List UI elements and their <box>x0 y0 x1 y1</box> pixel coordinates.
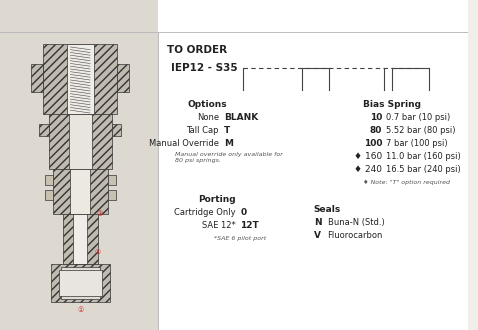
Bar <box>51 264 109 302</box>
Bar <box>59 270 102 296</box>
Text: TO ORDER: TO ORDER <box>167 45 227 55</box>
Text: SAE 12*: SAE 12* <box>202 221 236 230</box>
Bar <box>63 214 98 264</box>
Bar <box>118 64 129 92</box>
Text: Seals: Seals <box>314 205 341 214</box>
Bar <box>49 114 111 169</box>
Text: N: N <box>314 218 321 227</box>
Text: ♦ 240: ♦ 240 <box>354 165 382 174</box>
Text: T: T <box>224 126 230 135</box>
Text: Fluorocarbon: Fluorocarbon <box>327 231 383 240</box>
Text: Porting: Porting <box>198 195 236 204</box>
Text: 12T: 12T <box>240 221 259 230</box>
Text: V: V <box>314 231 321 240</box>
Text: Bias Spring: Bias Spring <box>363 100 421 109</box>
Bar <box>74 214 87 264</box>
Text: *SAE 6 pilot port: *SAE 6 pilot port <box>214 236 266 241</box>
Text: 5.52 bar (80 psi): 5.52 bar (80 psi) <box>386 126 456 135</box>
Text: 80: 80 <box>370 126 382 135</box>
Bar <box>32 64 43 92</box>
Text: ♦ Note: "T" option required: ♦ Note: "T" option required <box>363 180 450 185</box>
Text: 16.5 bar (240 psi): 16.5 bar (240 psi) <box>386 165 461 174</box>
Text: ♦ 160: ♦ 160 <box>354 152 382 161</box>
Text: ①: ① <box>77 307 83 313</box>
Bar <box>53 169 108 214</box>
Text: 0: 0 <box>240 208 247 217</box>
Text: Cartridge Only: Cartridge Only <box>174 208 236 217</box>
Text: Manual Override: Manual Override <box>149 139 219 148</box>
Text: ③: ③ <box>97 211 103 217</box>
Text: None: None <box>197 113 219 122</box>
Text: 0.7 bar (10 psi): 0.7 bar (10 psi) <box>386 113 450 122</box>
Bar <box>0 0 158 330</box>
Text: Options: Options <box>187 100 227 109</box>
Text: ②: ② <box>95 249 101 255</box>
Text: BLANK: BLANK <box>224 113 258 122</box>
Text: 7 bar (100 psi): 7 bar (100 psi) <box>386 139 448 148</box>
Text: Buna-N (Std.): Buna-N (Std.) <box>327 218 384 227</box>
Bar <box>66 44 94 114</box>
Text: 100: 100 <box>364 139 382 148</box>
Bar <box>43 44 118 114</box>
Text: 10: 10 <box>370 113 382 122</box>
Text: Tall Cap: Tall Cap <box>186 126 219 135</box>
Bar <box>158 0 468 330</box>
Bar <box>45 190 53 200</box>
Text: Manual override only available for
80 psi springs.: Manual override only available for 80 ps… <box>175 152 282 163</box>
Bar <box>70 169 90 214</box>
Bar <box>39 124 49 136</box>
Text: M: M <box>224 139 233 148</box>
Text: IEP12 - S35: IEP12 - S35 <box>171 63 238 73</box>
Bar <box>68 114 92 169</box>
Bar <box>108 175 116 185</box>
Bar <box>108 190 116 200</box>
Text: 11.0 bar (160 psi): 11.0 bar (160 psi) <box>386 152 461 161</box>
Bar <box>45 175 53 185</box>
Bar <box>61 267 100 299</box>
Bar <box>111 124 121 136</box>
